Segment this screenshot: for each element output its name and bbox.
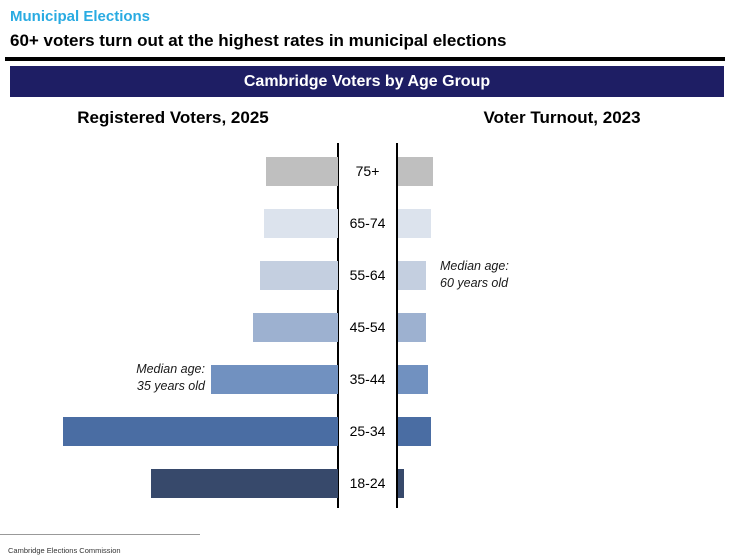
age-group-label: 35-44 (340, 365, 395, 394)
right-panel-title: Voter Turnout, 2023 (483, 108, 641, 127)
age-group-label: 45-54 (340, 313, 395, 342)
median-age-annotation-left: Median age: 35 years old (85, 361, 205, 395)
age-group-label: 55-64 (340, 261, 395, 290)
age-group-label: 25-34 (340, 417, 395, 446)
age-group-label: 75+ (340, 157, 395, 186)
voter-turnout-bar (398, 469, 404, 498)
registered-voters-bar (266, 157, 338, 186)
voter-turnout-bar (398, 365, 428, 394)
registered-voters-bar (253, 313, 338, 342)
median-age-right-line1: Median age: (440, 259, 509, 273)
voter-turnout-bar (398, 417, 431, 446)
report-kicker: Municipal Elections (10, 8, 151, 25)
voter-turnout-bar (398, 261, 426, 290)
header-divider (5, 57, 725, 61)
footer-divider (0, 534, 200, 535)
voter-turnout-bar (398, 157, 433, 186)
age-group-label: 65-74 (340, 209, 395, 238)
median-age-annotation-right: Median age: 60 years old (440, 258, 560, 292)
age-group-label: 18-24 (340, 469, 395, 498)
median-age-left-line2: 35 years old (136, 379, 205, 393)
registered-voters-bar (264, 209, 338, 238)
left-axis-line (337, 143, 339, 508)
registered-voters-bar (211, 365, 338, 394)
median-age-right-line2: 60 years old (440, 276, 509, 290)
registered-voters-bar (151, 469, 338, 498)
chart-title: Cambridge Voters by Age Group (243, 72, 491, 90)
left-panel-title: Registered Voters, 2025 (77, 108, 269, 127)
median-age-left-line1: Median age: (136, 362, 205, 376)
chart-title-banner: Cambridge Voters by Age Group (10, 66, 724, 97)
registered-voters-bar (260, 261, 338, 290)
registered-voters-bar (63, 417, 338, 446)
voter-turnout-bar (398, 209, 431, 238)
report-headline: 60+ voters turn out at the highest rates… (10, 31, 507, 50)
voter-turnout-bar (398, 313, 426, 342)
right-axis-line (396, 143, 398, 508)
source-attribution: Cambridge Elections Commission (8, 546, 121, 555)
